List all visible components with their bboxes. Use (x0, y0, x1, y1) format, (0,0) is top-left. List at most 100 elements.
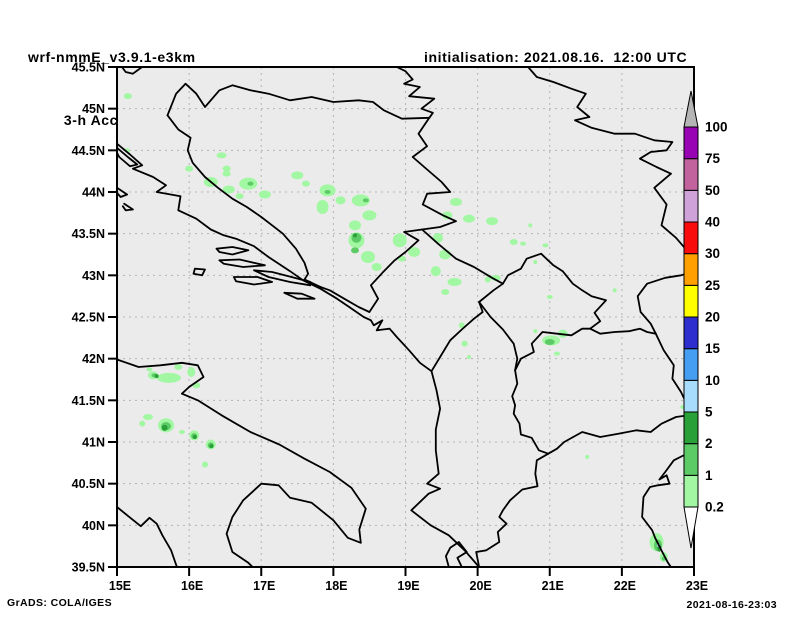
precip-patch-0.2-1 (185, 165, 194, 172)
kosovo-macedonia-border (514, 327, 591, 372)
precip-patch-0.2-1 (441, 289, 450, 295)
colorbar-label: 30 (705, 246, 720, 261)
colorbar-label: 25 (705, 278, 721, 293)
precip-patch-0.2-1 (612, 288, 617, 293)
island-korcula (232, 276, 273, 286)
model-title: wrf-nmmE_v3.9.1-e3km (28, 49, 196, 65)
precip-patch-0.2-1 (392, 233, 407, 248)
macedonia-greece-border (547, 413, 695, 455)
precip-patch-0.2-1 (462, 214, 475, 223)
precip-patch-0.2-1 (486, 217, 499, 226)
colorbar-label: 5 (705, 405, 713, 420)
colorbar-segment (683, 253, 699, 286)
initialisation-time: initialisation: 2021.08.16. 12:00 UTC (424, 49, 688, 65)
lon-tick-label: 16E (181, 579, 203, 593)
slovenia-croatia-border (121, 66, 144, 75)
colorbar-segment (683, 189, 699, 223)
precip-patch-0.2-1 (546, 295, 553, 299)
colorbar-label: 40 (705, 215, 720, 230)
bosnia-montenegro-border (368, 228, 423, 313)
island-mljet (283, 291, 316, 300)
lat-tick-label: 39.5N (72, 561, 105, 575)
precip-patch-1-2 (362, 198, 369, 203)
precip-patch-0.2-1 (484, 276, 491, 283)
precip-patch-0.2-1 (174, 364, 183, 370)
serbia-romania-border (527, 66, 674, 175)
precip-patch-0.2-1 (442, 211, 453, 220)
precip-patch-0.2-1 (156, 372, 181, 383)
precip-patch-0.2-1 (301, 180, 310, 187)
precip-patch-0.2-1 (362, 210, 377, 221)
albania-macedonia-border (511, 369, 550, 455)
kosovo-albania-border (478, 301, 519, 372)
precip-patch-0.2-1 (146, 367, 153, 372)
precip-patch-2-5 (192, 435, 197, 439)
lat-tick-label: 41.5N (72, 394, 105, 408)
bosnia-north-border (166, 82, 431, 120)
lat-tick-label: 45.5N (72, 61, 105, 75)
colorbar-segment (683, 411, 699, 445)
lat-tick-label: 40N (82, 519, 105, 533)
island-vis (192, 267, 206, 277)
precip-patch-0.2-1 (447, 278, 462, 286)
precip-patch-1-2 (544, 339, 555, 345)
drina-border (411, 116, 457, 231)
lon-tick-label: 23E (686, 579, 708, 593)
lat-tick-label: 40.5N (72, 477, 105, 491)
precip-patch-0.2-1 (143, 414, 154, 420)
colorbar-segment (683, 284, 699, 318)
precip-patch-2-5 (154, 374, 159, 379)
montenegro-kosovo-border (478, 282, 504, 303)
precip-patch-0.2-1 (316, 200, 329, 214)
precip-patch-2-5 (353, 233, 358, 238)
lat-tick-label: 44N (82, 186, 105, 200)
precip-patch-0.2-1 (349, 220, 362, 231)
lon-tick-label: 17E (253, 579, 275, 593)
precip-patch-0.2-1 (351, 194, 370, 207)
precip-patch-0.2-1 (466, 355, 471, 359)
colorbar-label: 20 (705, 310, 720, 325)
precip-patch-0.2-1 (291, 171, 304, 180)
lon-tick-label: 20E (470, 579, 492, 593)
boka-kotorska-coast (370, 319, 433, 373)
island-kornati (121, 202, 134, 212)
precip-patch-0.2-1 (439, 249, 452, 260)
creation-timestamp: 2021-08-16-23:03 (686, 599, 777, 611)
island-pag (116, 146, 139, 168)
lat-tick-label: 43N (82, 269, 105, 283)
precip-patch-0.2-1 (542, 243, 549, 248)
colorbar-label: 10 (705, 373, 720, 388)
lon-tick-label: 18E (325, 579, 347, 593)
italy-tyrrhenian-coast (116, 506, 178, 568)
italy-adriatic-ionian-coast (116, 358, 367, 568)
precip-patch-2-5 (161, 424, 168, 431)
precip-patch-0.2-1 (371, 263, 382, 271)
precip-patch-0.2-1 (123, 93, 132, 100)
lat-tick-label: 41N (82, 436, 105, 450)
lon-tick-label: 15E (109, 579, 131, 593)
colorbar-segment (683, 316, 699, 350)
precip-patch-0.2-1 (533, 329, 538, 334)
colorbar-segment (683, 443, 699, 476)
precip-patch-0.2-1 (222, 185, 235, 194)
precip-patch-0.2-1 (458, 322, 465, 329)
lat-tick-label: 45N (82, 102, 105, 116)
colorbar-label: 100 (705, 120, 728, 135)
albania-greece-border (475, 452, 550, 568)
colorbar-label: 75 (705, 151, 721, 166)
precip-patch-0.2-1 (533, 260, 538, 264)
kosovo-north-border (502, 252, 607, 330)
precip-patch-2-5 (209, 444, 214, 449)
colorbar-label: 50 (705, 183, 720, 198)
island-corfu (445, 541, 468, 568)
island-dugi-otok (116, 186, 128, 198)
precip-patch-0.2-1 (509, 239, 518, 245)
colorbar-segment (683, 158, 699, 191)
precip-patch-0.2-1 (258, 190, 271, 199)
precip-patch-0.2-1 (408, 247, 421, 257)
precip-patch-0.2-1 (520, 241, 527, 246)
croatia-coast (116, 142, 372, 322)
colorbar-segment (683, 348, 699, 381)
precip-patch-1-2 (351, 247, 360, 254)
island-hvar (218, 258, 266, 268)
